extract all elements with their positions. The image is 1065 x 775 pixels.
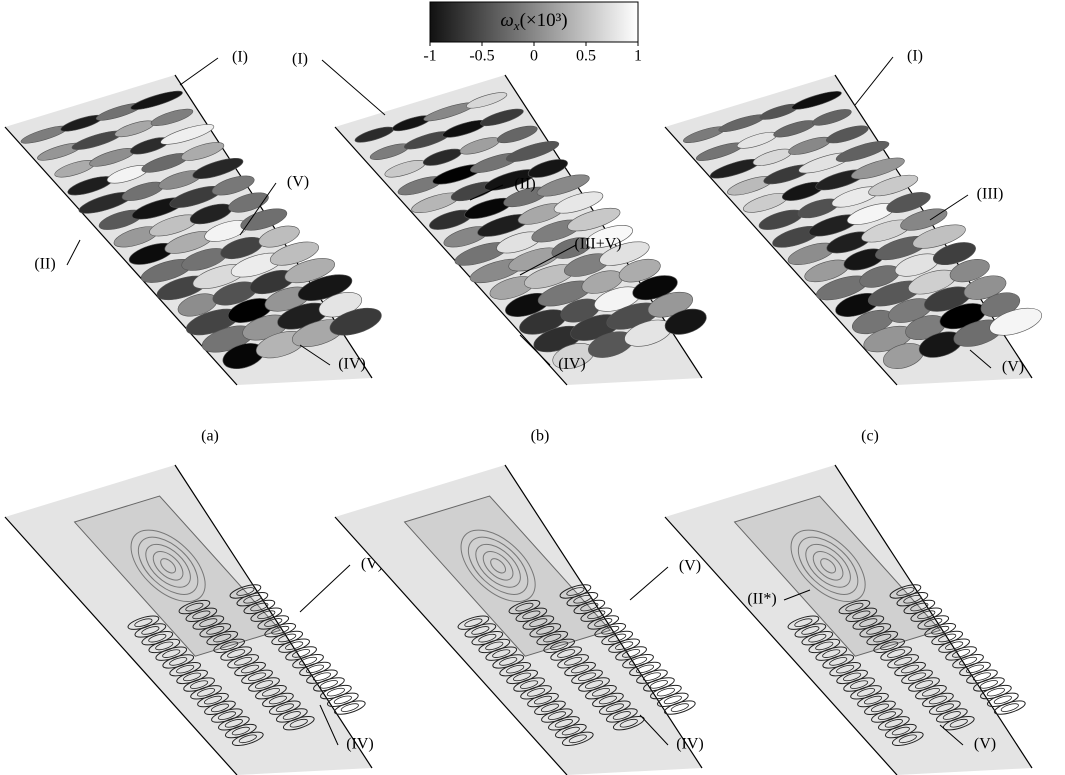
colorbar-label: ωx(×10³) — [500, 10, 567, 33]
contour — [635, 667, 669, 686]
contour — [340, 702, 359, 713]
contour — [326, 687, 345, 698]
contour — [649, 683, 683, 702]
contour — [670, 702, 689, 713]
contour — [333, 694, 352, 705]
contour — [965, 667, 999, 686]
contour — [299, 656, 318, 667]
colorbar-tick-label: -0.5 — [469, 48, 494, 65]
contour — [663, 694, 682, 705]
colorbar-tick-label: 0.5 — [576, 48, 596, 65]
leader-line — [67, 240, 80, 265]
annotation: (V) — [287, 174, 309, 191]
leader-line — [322, 60, 385, 115]
annotation: (I) — [232, 49, 248, 66]
annotation: (IV) — [346, 736, 374, 753]
annotation: (II*) — [747, 591, 776, 608]
contour — [649, 679, 668, 690]
contour — [642, 671, 661, 682]
annotation: (I) — [907, 48, 923, 65]
contour — [663, 698, 697, 717]
contour — [656, 687, 675, 698]
contour — [312, 671, 331, 682]
colorbar-tick-label: -1 — [423, 48, 436, 65]
annotation: (V) — [1002, 359, 1024, 376]
contour — [333, 698, 367, 717]
annotation: (II) — [34, 256, 55, 273]
panel-label: (b) — [531, 428, 550, 445]
contour — [312, 675, 346, 694]
leader-line — [300, 565, 350, 612]
contour — [642, 675, 676, 694]
annotation: (III) — [977, 186, 1004, 203]
leader-line — [855, 57, 893, 105]
contour — [979, 679, 998, 690]
contour — [972, 675, 1006, 694]
unit: (×10³) — [520, 10, 568, 31]
contour — [986, 687, 1005, 698]
annotation: (I) — [292, 51, 308, 68]
contour — [306, 663, 325, 674]
panel-label: (c) — [861, 428, 879, 445]
contour — [319, 679, 338, 690]
contour — [629, 656, 648, 667]
annotation: (IV) — [676, 736, 704, 753]
figure: ωx(×10³) -1 -0.5 0 0.5 1 (I) (II) (V) (IV) (a) (I)… — [0, 0, 1065, 775]
annotation: (V) — [679, 558, 701, 575]
panels: -1 -0.5 0 0.5 1 (I) (II) (V) (IV) (a) (I) (II) (III+… — [5, 42, 1045, 775]
contour — [326, 690, 360, 709]
contour — [993, 694, 1012, 705]
contour — [966, 663, 985, 674]
contour — [1000, 702, 1019, 713]
contour — [636, 663, 655, 674]
annotation: (IV) — [338, 356, 366, 373]
colorbar-tick-label: 0 — [530, 48, 538, 65]
contour — [993, 698, 1027, 717]
leader-line — [930, 195, 968, 220]
contour — [986, 690, 1020, 709]
contour — [319, 683, 353, 702]
annotation: (II) — [514, 176, 535, 193]
annotation: (V) — [974, 736, 996, 753]
panel-label: (a) — [201, 428, 219, 445]
contour — [972, 671, 991, 682]
contour — [305, 667, 339, 686]
symbol: ω — [500, 10, 513, 31]
annotation: (III+V) — [574, 236, 621, 253]
leader-line — [180, 58, 218, 85]
contour — [656, 690, 690, 709]
annotation: (IV) — [558, 356, 586, 373]
contour — [959, 656, 978, 667]
contour — [979, 683, 1013, 702]
leader-line — [630, 567, 668, 600]
colorbar-tick-label: 1 — [634, 48, 642, 65]
